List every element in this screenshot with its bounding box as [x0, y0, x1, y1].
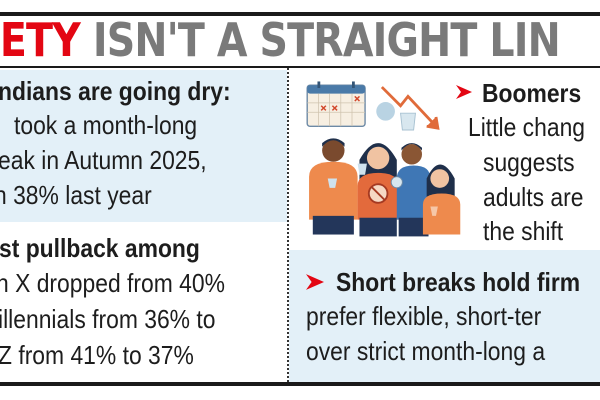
- stat-panel-going-dry: ndians are going dry: took a month-long …: [0, 70, 287, 222]
- headline-underline-rule: [0, 66, 600, 68]
- headline-grey-part: ISN'T A STRAIGHT LIN: [92, 13, 561, 67]
- boomers-heading: Boomers: [482, 78, 582, 108]
- boomers-line-3: adults are: [483, 182, 584, 212]
- short-breaks-line-1: prefer flexible, short-ter: [306, 301, 542, 331]
- panel-line-1: n X dropped from 40%: [0, 268, 225, 298]
- boomers-line-4: the shift: [483, 216, 564, 246]
- panel-line-1: took a month-long: [14, 110, 198, 140]
- short-breaks-line-2: over strict month-long a: [306, 336, 546, 366]
- stat-panel-pullback: st pullback among n X dropped from 40% i…: [0, 222, 287, 382]
- short-breaks-heading: Short breaks hold firm: [336, 267, 581, 297]
- panel-heading: ndians are going dry:: [0, 76, 231, 106]
- panel-line-2: illennials from 36% to: [0, 304, 216, 334]
- bottom-rule: [0, 382, 600, 386]
- headline: IETY ISN'T A STRAIGHT LIN: [0, 13, 561, 67]
- panel-heading: st pullback among: [0, 233, 200, 263]
- panel-line-3: Z from 41% to 37%: [0, 340, 194, 370]
- downward-trend-arrow-icon: [380, 86, 440, 130]
- column-divider: [287, 68, 289, 382]
- top-rule: [0, 12, 600, 16]
- boomers-line-1: Little chang: [468, 112, 586, 142]
- panel-line-2: eak in Autumn 2025,: [0, 145, 207, 175]
- boomers-line-2: suggests: [483, 147, 575, 177]
- headline-red-part: IETY: [0, 13, 81, 67]
- person-icon: [309, 138, 358, 235]
- person-icon: [390, 143, 431, 237]
- short-breaks-panel: Short breaks hold firm prefer flexible, …: [289, 250, 600, 382]
- panel-line-3: n 38% last year: [0, 180, 152, 210]
- people-not-drinking-illustration: [296, 74, 464, 247]
- calendar-icon: [306, 81, 366, 127]
- person-icon: [422, 164, 461, 235]
- person-icon: [357, 143, 399, 237]
